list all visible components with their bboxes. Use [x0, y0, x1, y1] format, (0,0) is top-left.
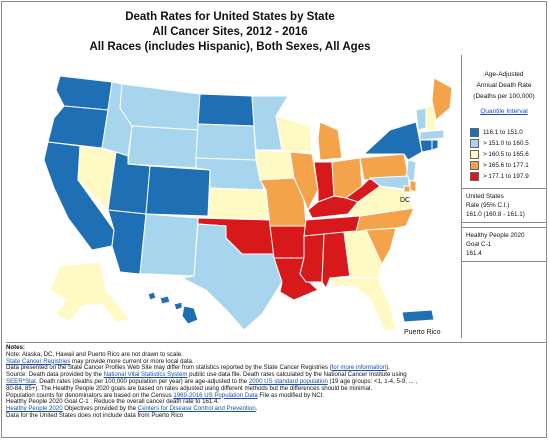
note-line-5-text-b: (19 age groups: <1, 1-4, 5-9, ... ,: [327, 377, 418, 385]
dc-label: DC: [400, 197, 410, 204]
state-connecticut[interactable]: [419, 139, 433, 153]
note-line-9-text-b: .: [255, 405, 258, 413]
healthy-people-link[interactable]: Healthy People 2020: [6, 405, 63, 413]
state-cancer-registries-link[interactable]: State Cancer Registries: [6, 357, 71, 365]
hp-goal-line-1: Healthy People 2020: [466, 232, 525, 239]
state-south-dakota[interactable]: [195, 123, 257, 161]
note-line-3: Data presented on the State Cancer Profi…: [6, 364, 546, 372]
note-line-7-text-b: File as modified by NCI.: [257, 391, 325, 399]
puerto-rico-label: Puerto Rico: [404, 329, 441, 336]
state-texas[interactable]: [180, 223, 283, 331]
note-line-4-text-b: public use data file. Death rates calcul…: [187, 371, 407, 379]
legend-label-5: > 177.1 to 197.9: [483, 173, 529, 180]
legend-swatch-3: [470, 150, 479, 159]
note-line-3-text-a: Data presented on the State Cancer Profi…: [6, 364, 332, 372]
state-wisconsin[interactable]: [275, 115, 313, 153]
population-data-link[interactable]: 1969-2016 US Population Data: [173, 391, 258, 399]
note-line-1: Note: Alaska, DC, Hawaii and Puerto Rico…: [6, 350, 183, 358]
us-choropleth-map: DC Puerto Rico: [20, 68, 455, 338]
legend-item-4: > 165.6 to 177.1: [470, 160, 546, 171]
legend-title-line-1: Age-Adjusted: [484, 71, 524, 78]
state-new-mexico[interactable]: [139, 213, 199, 277]
state-north-dakota[interactable]: [197, 93, 255, 127]
legend-swatch-5: [470, 172, 479, 181]
state-dc[interactable]: [403, 185, 411, 193]
note-line-5: SEER*Stat. Death rates (deaths per 100,0…: [6, 377, 546, 386]
state-hawaii[interactable]: [147, 291, 199, 325]
note-line-7: Population counts for denominators are b…: [6, 391, 546, 400]
state-vermont[interactable]: [415, 107, 427, 131]
note-line-2: State Cancer Registries may provide more…: [6, 357, 546, 366]
legend-item-3: > 160.5 to 165.6: [470, 149, 546, 160]
state-maine[interactable]: [431, 77, 453, 121]
state-iowa[interactable]: [255, 149, 295, 181]
note-line-4-text-a: Source: Death data provided by the: [6, 371, 104, 379]
map-svg: DC Puerto Rico: [43, 75, 453, 336]
legend-swatch-1: [470, 128, 479, 137]
note-line-10: Data for the United States does not incl…: [6, 411, 184, 419]
note-line-6: 80-84, 85+). The Healthy People 2020 goa…: [6, 384, 373, 392]
legend-item-5: > 177.1 to 197.9: [470, 171, 546, 182]
us-rate-box: United States Rate (95% C.I.) 161.0 (160…: [462, 188, 546, 223]
nvss-link[interactable]: National Vital Statistics System: [103, 371, 188, 379]
legend-title-line-2: Annual Death Rate: [476, 82, 532, 89]
us-rate-line-2: Rate (95% C.I.): [466, 202, 510, 209]
seer-stat-link[interactable]: SEER*Stat: [6, 377, 36, 385]
state-florida[interactable]: [329, 277, 397, 331]
quantile-interval-link[interactable]: Quantile Interval: [480, 108, 528, 115]
state-delaware[interactable]: [409, 179, 417, 193]
us-rate-line-3: 161.0 (160.8 - 161.1): [466, 211, 525, 218]
legend-label-1: 116.1 to 151.0: [483, 129, 523, 136]
more-information-link[interactable]: for more information: [331, 364, 387, 372]
legend-swatch-2: [470, 139, 479, 148]
note-line-5-text-a: . Death rates (deaths per 100,000 popula…: [35, 377, 249, 385]
legend-panel: Age-Adjusted Annual Death Rate (Deaths p…: [461, 55, 546, 338]
title-line-1: Death Rates for United States by State: [125, 11, 335, 23]
legend-items: 116.1 to 151.0 > 151.0 to 160.5 > 160.5 …: [462, 127, 546, 182]
state-washington[interactable]: [55, 75, 113, 111]
cdc-link[interactable]: Centers for Disease Control and Preventi…: [137, 405, 256, 413]
state-michigan[interactable]: [317, 121, 343, 161]
title-line-3: All Races (includes Hispanic), Both Sexe…: [89, 41, 371, 53]
legend-swatch-4: [470, 161, 479, 170]
state-wyoming[interactable]: [127, 125, 199, 169]
state-new-york[interactable]: [362, 121, 423, 161]
hp-goal-line-3: 161.4: [466, 250, 482, 257]
state-arizona[interactable]: [107, 209, 147, 275]
notes-title: Notes:: [6, 344, 25, 351]
note-line-8: Healthy People 2020 Goal C-1 : Reduce th…: [6, 398, 220, 406]
us-rate-line-1: United States: [466, 193, 504, 200]
notes-section: Notes: Note: Alaska, DC, Hawaii and Puer…: [6, 342, 546, 420]
state-new-hampshire[interactable]: [425, 103, 437, 131]
legend-label-3: > 160.5 to 165.6: [483, 151, 529, 158]
legend-label-2: > 151.0 to 160.5: [483, 140, 529, 147]
state-montana[interactable]: [119, 83, 201, 131]
standard-population-link[interactable]: 2000 US standard population: [248, 377, 328, 385]
state-massachusetts[interactable]: [419, 129, 445, 141]
note-line-7-text-a: Population counts for denominators are b…: [6, 391, 174, 399]
state-puerto-rico[interactable]: [401, 309, 435, 323]
hp-goal-line-2: Goal C-1: [466, 241, 492, 248]
healthy-people-goal-box: Healthy People 2020 Goal C-1 161.4: [462, 227, 546, 262]
note-line-9-text-a: Objectives provided by the: [62, 405, 138, 413]
state-colorado[interactable]: [145, 165, 211, 217]
state-alaska[interactable]: [49, 261, 131, 323]
legend-item-1: 116.1 to 151.0: [470, 127, 546, 138]
legend-item-2: > 151.0 to 160.5: [470, 138, 546, 149]
note-line-9: Healthy People 2020 Objectives provided …: [6, 405, 546, 413]
note-line-3-text-b: ).: [386, 364, 390, 372]
state-arkansas[interactable]: [269, 225, 307, 259]
map-title: Death Rates for United States by State A…: [0, 10, 460, 55]
legend-title-line-3: (Deaths per 100,000): [473, 93, 535, 100]
state-rhode-island[interactable]: [431, 139, 439, 151]
legend-label-4: > 165.6 to 177.1: [483, 162, 529, 169]
title-line-2: All Cancer Sites, 2012 - 2016: [152, 26, 308, 38]
state-oregon[interactable]: [47, 105, 109, 149]
note-line-2-text: may provide more current or more local d…: [70, 357, 194, 365]
note-line-4: Source: Death data provided by the Natio…: [6, 371, 546, 379]
state-indiana[interactable]: [313, 161, 335, 203]
state-mississippi[interactable]: [299, 233, 325, 283]
state-kansas[interactable]: [207, 187, 269, 221]
